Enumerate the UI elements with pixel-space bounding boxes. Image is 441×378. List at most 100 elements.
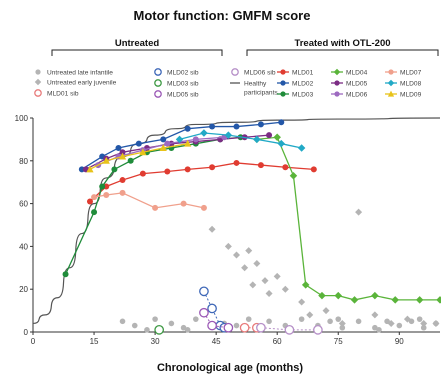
group-bracket-untreated bbox=[52, 50, 222, 56]
legend-label-healthy-participants-2: participants bbox=[244, 90, 278, 97]
series-healthy-participants bbox=[33, 118, 440, 323]
point-mld02-9 bbox=[278, 119, 284, 125]
legend-swatch-mld04 bbox=[334, 69, 341, 76]
point-untreated-early-juvenile-1 bbox=[225, 243, 232, 250]
point-untreated-early-juvenile-8 bbox=[266, 290, 273, 297]
point-mld01-2 bbox=[120, 177, 126, 183]
y-tick-label-100: 100 bbox=[15, 114, 29, 123]
legend-item-healthy-participants: Healthy participants bbox=[230, 81, 278, 97]
legend-swatch-mld05 bbox=[334, 80, 339, 85]
series-mld04 bbox=[253, 134, 441, 304]
legend-item-mld07: MLD07 bbox=[385, 69, 422, 76]
series-line-healthy-participants bbox=[33, 118, 440, 323]
point-mld04-3 bbox=[302, 281, 310, 289]
point-mld03-sib-0 bbox=[155, 326, 163, 334]
legend-item-mld06: MLD06 bbox=[331, 91, 368, 98]
x-tick-label-30: 30 bbox=[151, 337, 160, 346]
legend-label-mld01: MLD01 bbox=[292, 70, 314, 77]
point-untreated-late-infantile-9 bbox=[234, 323, 240, 329]
point-mld05-sib-1 bbox=[208, 321, 216, 329]
legend-label-mld09: MLD09 bbox=[400, 92, 422, 99]
point-untreated-early-juvenile-20 bbox=[432, 320, 439, 327]
point-mld05-sib-2 bbox=[224, 324, 232, 332]
legend-swatch-mld02-sib bbox=[155, 69, 161, 75]
point-mld01-10 bbox=[311, 166, 317, 172]
legend-label-mld04: MLD04 bbox=[346, 70, 368, 77]
point-untreated-late-infantile-16 bbox=[327, 319, 333, 325]
legend-label-mld05: MLD05 bbox=[346, 81, 368, 88]
legend-item-mld06-sib: MLD06 sib bbox=[232, 69, 276, 77]
point-mld06-sib-0 bbox=[257, 324, 265, 332]
point-mld01-4 bbox=[164, 169, 170, 175]
point-mld03-2 bbox=[99, 183, 105, 189]
point-mld03-0 bbox=[63, 271, 69, 277]
point-mld02-sib-1 bbox=[208, 304, 216, 312]
legend: Untreated late infantile Untreated early … bbox=[35, 69, 422, 99]
point-untreated-late-infantile-1 bbox=[132, 323, 138, 329]
point-mld08-5 bbox=[298, 144, 306, 152]
group-bracket-treated-with-otl-200 bbox=[247, 50, 438, 56]
x-tick-label-0: 0 bbox=[31, 337, 36, 346]
legend-swatch-mld03-sib bbox=[155, 80, 161, 86]
series-line-mld07 bbox=[94, 193, 204, 208]
point-mld07-4 bbox=[181, 201, 187, 207]
point-mld03-1 bbox=[91, 209, 97, 215]
point-mld07-1 bbox=[103, 192, 109, 198]
y-tick-label-60: 60 bbox=[19, 200, 28, 209]
point-untreated-early-juvenile-15 bbox=[355, 209, 362, 216]
point-mld04-1 bbox=[273, 134, 281, 142]
point-untreated-late-infantile-12 bbox=[266, 319, 272, 325]
point-untreated-late-infantile-3 bbox=[152, 316, 158, 322]
point-untreated-early-juvenile-12 bbox=[306, 311, 313, 318]
point-mld02-8 bbox=[258, 121, 264, 127]
series-mld03-sib bbox=[155, 326, 163, 334]
series-untreated-early-juvenile bbox=[209, 209, 440, 327]
group-header-untreated: Untreated bbox=[115, 38, 160, 49]
point-untreated-early-juvenile-10 bbox=[282, 286, 289, 293]
legend-swatch-mld05-sib bbox=[155, 91, 161, 97]
legend-swatch-mld06 bbox=[334, 91, 339, 96]
point-untreated-late-infantile-0 bbox=[120, 319, 126, 325]
legend-item-mld01-sib: MLD01 sib bbox=[35, 90, 79, 98]
point-untreated-late-infantile-10 bbox=[246, 316, 252, 322]
point-mld05-8 bbox=[266, 132, 272, 138]
legend-swatch-mld03 bbox=[280, 91, 285, 96]
point-untreated-early-juvenile-2 bbox=[233, 251, 240, 258]
legend-swatch-untreated-late-infantile bbox=[35, 69, 40, 74]
point-mld01-6 bbox=[209, 164, 215, 170]
point-untreated-early-juvenile-3 bbox=[241, 264, 248, 271]
point-mld05-sib-0 bbox=[200, 309, 208, 317]
legend-item-mld05-sib: MLD05 sib bbox=[155, 91, 199, 99]
y-tick-label-40: 40 bbox=[19, 242, 28, 251]
point-untreated-late-infantile-18 bbox=[356, 319, 362, 325]
x-tick-label-45: 45 bbox=[212, 337, 221, 346]
series-mld01 bbox=[87, 160, 317, 205]
point-mld02-7 bbox=[234, 124, 240, 130]
group-headers: Untreated Treated with OTL-200 bbox=[52, 38, 438, 56]
point-mld03-4 bbox=[128, 158, 134, 164]
point-mld06-3 bbox=[164, 141, 170, 147]
point-untreated-late-infantile-29 bbox=[417, 316, 423, 322]
point-mld04-6 bbox=[351, 296, 359, 304]
legend-item-mld08: MLD08 bbox=[385, 80, 422, 88]
point-mld01-3 bbox=[140, 171, 146, 177]
legend-item-mld04: MLD04 bbox=[331, 69, 368, 77]
legend-swatch-mld01 bbox=[280, 69, 285, 74]
point-untreated-late-infantile-21 bbox=[397, 323, 403, 329]
x-tick-label-60: 60 bbox=[273, 337, 282, 346]
legend-item-mld03: MLD03 bbox=[277, 91, 314, 98]
point-mld01-sib-0 bbox=[240, 324, 248, 332]
legend-label-untreated-early-juvenile: Untreated early juvenile bbox=[47, 80, 117, 87]
legend-label-mld03-sib: MLD03 sib bbox=[167, 81, 199, 88]
legend-label-mld06-sib: MLD06 sib bbox=[244, 70, 276, 77]
chart-title: Motor function: GMFM score bbox=[134, 8, 311, 23]
legend-label-untreated-late-infantile: Untreated late infantile bbox=[47, 70, 113, 77]
legend-label-mld02: MLD02 bbox=[292, 81, 314, 88]
y-tick-label-80: 80 bbox=[19, 157, 28, 166]
point-mld04-8 bbox=[391, 296, 399, 304]
legend-swatch-mld02 bbox=[280, 80, 285, 85]
legend-label-mld08: MLD08 bbox=[400, 81, 422, 88]
legend-label-mld01-sib: MLD01 sib bbox=[47, 91, 79, 98]
point-mld07-3 bbox=[152, 205, 158, 211]
legend-item-mld03-sib: MLD03 sib bbox=[155, 80, 199, 88]
